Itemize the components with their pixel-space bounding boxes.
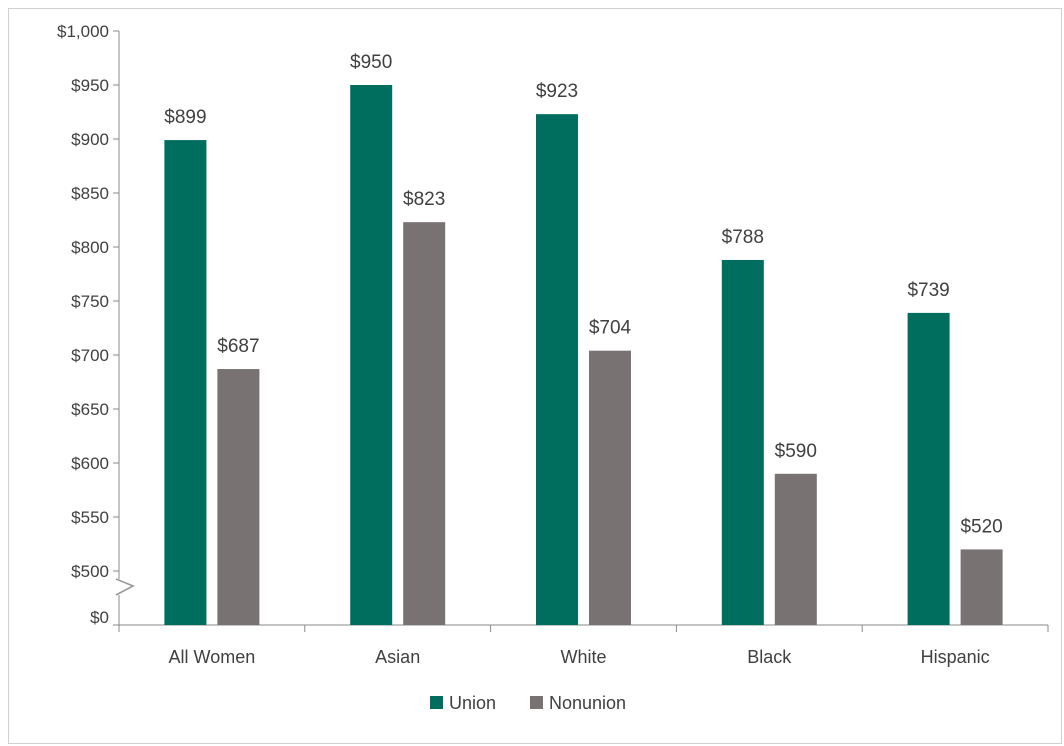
bar-union xyxy=(721,259,764,625)
bar-nonunion xyxy=(589,350,631,625)
y-tick-label: $1,000 xyxy=(57,22,109,41)
y-axis: $1,000 $950 $900 $850 $800 $750 $700 $650 $600 $5… xyxy=(57,22,137,627)
bar-union xyxy=(536,114,578,625)
bar-union xyxy=(907,312,950,625)
y-tick-label: $500 xyxy=(71,562,109,581)
y-tick-label: $950 xyxy=(71,76,109,95)
y-tick-label: $900 xyxy=(71,130,109,149)
axis-break-mark xyxy=(115,578,135,596)
x-category-label: White xyxy=(560,647,606,667)
y-tick-label: $850 xyxy=(71,184,109,203)
y-tick-label: $800 xyxy=(71,238,109,257)
x-category-label: Asian xyxy=(375,647,420,667)
bar-union xyxy=(164,140,207,625)
data-label: $687 xyxy=(217,336,259,357)
x-category-label: Hispanic xyxy=(921,647,990,667)
data-label: $739 xyxy=(907,280,949,301)
data-label: $704 xyxy=(589,318,632,339)
bars: $899 $687 $950 $823 $923 $704 $788 $590 $739 $520 xyxy=(164,52,1003,625)
data-label: $590 xyxy=(775,441,817,462)
legend-label: Nonunion xyxy=(549,693,626,713)
y-tick-label: $550 xyxy=(71,508,109,527)
y-tick-label: $700 xyxy=(71,346,109,365)
y-tick-label: $600 xyxy=(71,454,109,473)
bar-nonunion xyxy=(403,222,446,625)
data-label: $788 xyxy=(722,227,764,248)
data-label: $823 xyxy=(403,189,445,210)
x-axis: All Women Asian White Black Hispanic xyxy=(118,624,1049,667)
x-category-label: Black xyxy=(747,647,792,667)
x-category-label: All Women xyxy=(169,647,256,667)
legend: Union Nonunion xyxy=(430,693,626,713)
data-label: $923 xyxy=(536,81,578,102)
bar-nonunion xyxy=(774,473,817,625)
data-label: $520 xyxy=(960,516,1002,537)
legend-label: Union xyxy=(449,693,496,713)
bar-union xyxy=(350,85,393,625)
data-label: $899 xyxy=(164,107,206,128)
bar-nonunion xyxy=(217,369,260,625)
legend-swatch xyxy=(530,696,543,709)
data-label: $950 xyxy=(350,52,392,73)
legend-swatch xyxy=(430,696,443,709)
axis-break-mask xyxy=(113,579,137,595)
y-tick-label: $750 xyxy=(71,292,109,311)
bar-nonunion xyxy=(960,549,1003,625)
y-baseline-label: $0 xyxy=(90,608,109,627)
y-tick-label: $650 xyxy=(71,400,109,419)
